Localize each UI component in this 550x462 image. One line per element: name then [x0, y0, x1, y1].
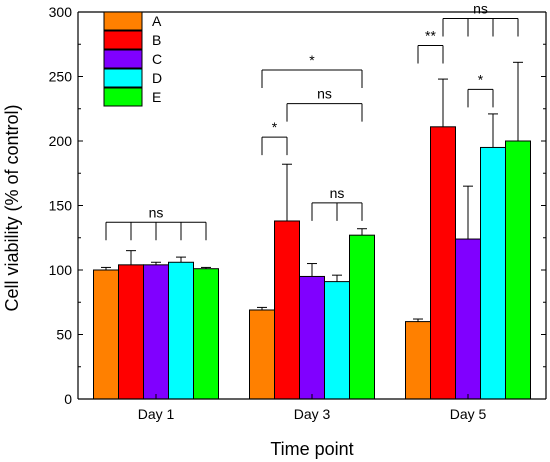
significance-label-4: *	[272, 119, 278, 135]
bar-D-3	[480, 146, 506, 400]
y-tick-label-100: 100	[49, 262, 73, 278]
bar-A-2	[249, 309, 275, 400]
y-tick-label-250: 250	[49, 69, 73, 85]
bar-A-1	[93, 269, 119, 400]
bar-D-2	[324, 281, 350, 400]
error-bars-layer	[101, 61, 523, 322]
legend-swatch-C	[103, 49, 143, 69]
legend-label-A: A	[152, 13, 162, 29]
y-tick-label-200: 200	[49, 133, 73, 149]
significance-label-1: ns	[149, 204, 164, 220]
y-axis-title: Cell viability (% of control)	[2, 104, 22, 311]
significance-label-5: ns	[330, 185, 345, 201]
x-axis-title: Time point	[270, 439, 353, 459]
significance-label-6: **	[425, 28, 436, 44]
legend-swatch-E	[103, 87, 143, 107]
x-tick-label-1: Day 1	[138, 406, 175, 422]
legend-swatch-A	[103, 11, 143, 31]
legend-label-D: D	[152, 70, 162, 86]
bar-E-1	[193, 268, 219, 400]
bar-C-2	[299, 275, 325, 400]
y-tick-label-0: 0	[64, 391, 72, 407]
significance-label-3: ns	[317, 86, 332, 102]
legend-label-B: B	[152, 32, 161, 48]
significance-annotations: ns * ns * ns ** ns *	[105, 0, 519, 241]
bar-B-3	[430, 126, 456, 400]
legend-label-C: C	[152, 51, 162, 67]
bar-D-1	[168, 261, 194, 400]
y-tick-label-150: 150	[49, 198, 73, 214]
significance-label-2: *	[309, 52, 315, 68]
bars-layer	[93, 126, 531, 400]
axes: 0 50 100 150 200 250 300 Day 1 Day 3 Day 5	[49, 4, 547, 422]
significance-label-7: ns	[473, 0, 488, 16]
bar-C-3	[455, 238, 481, 400]
x-tick-label-3: Day 5	[450, 406, 487, 422]
y-tick-label-300: 300	[49, 4, 73, 20]
y-tick-label-50: 50	[56, 327, 72, 343]
x-tick-label-2: Day 3	[294, 406, 331, 422]
significance-label-8: *	[478, 71, 484, 87]
legend-label-E: E	[152, 89, 161, 105]
bar-C-1	[143, 264, 169, 400]
bar-B-1	[118, 264, 144, 400]
legend-swatch-B	[103, 30, 143, 50]
bar-E-3	[505, 140, 531, 400]
bar-B-2	[274, 220, 300, 400]
legend-swatch-D	[103, 68, 143, 88]
bar-E-2	[349, 234, 375, 400]
bar-A-3	[405, 321, 431, 400]
